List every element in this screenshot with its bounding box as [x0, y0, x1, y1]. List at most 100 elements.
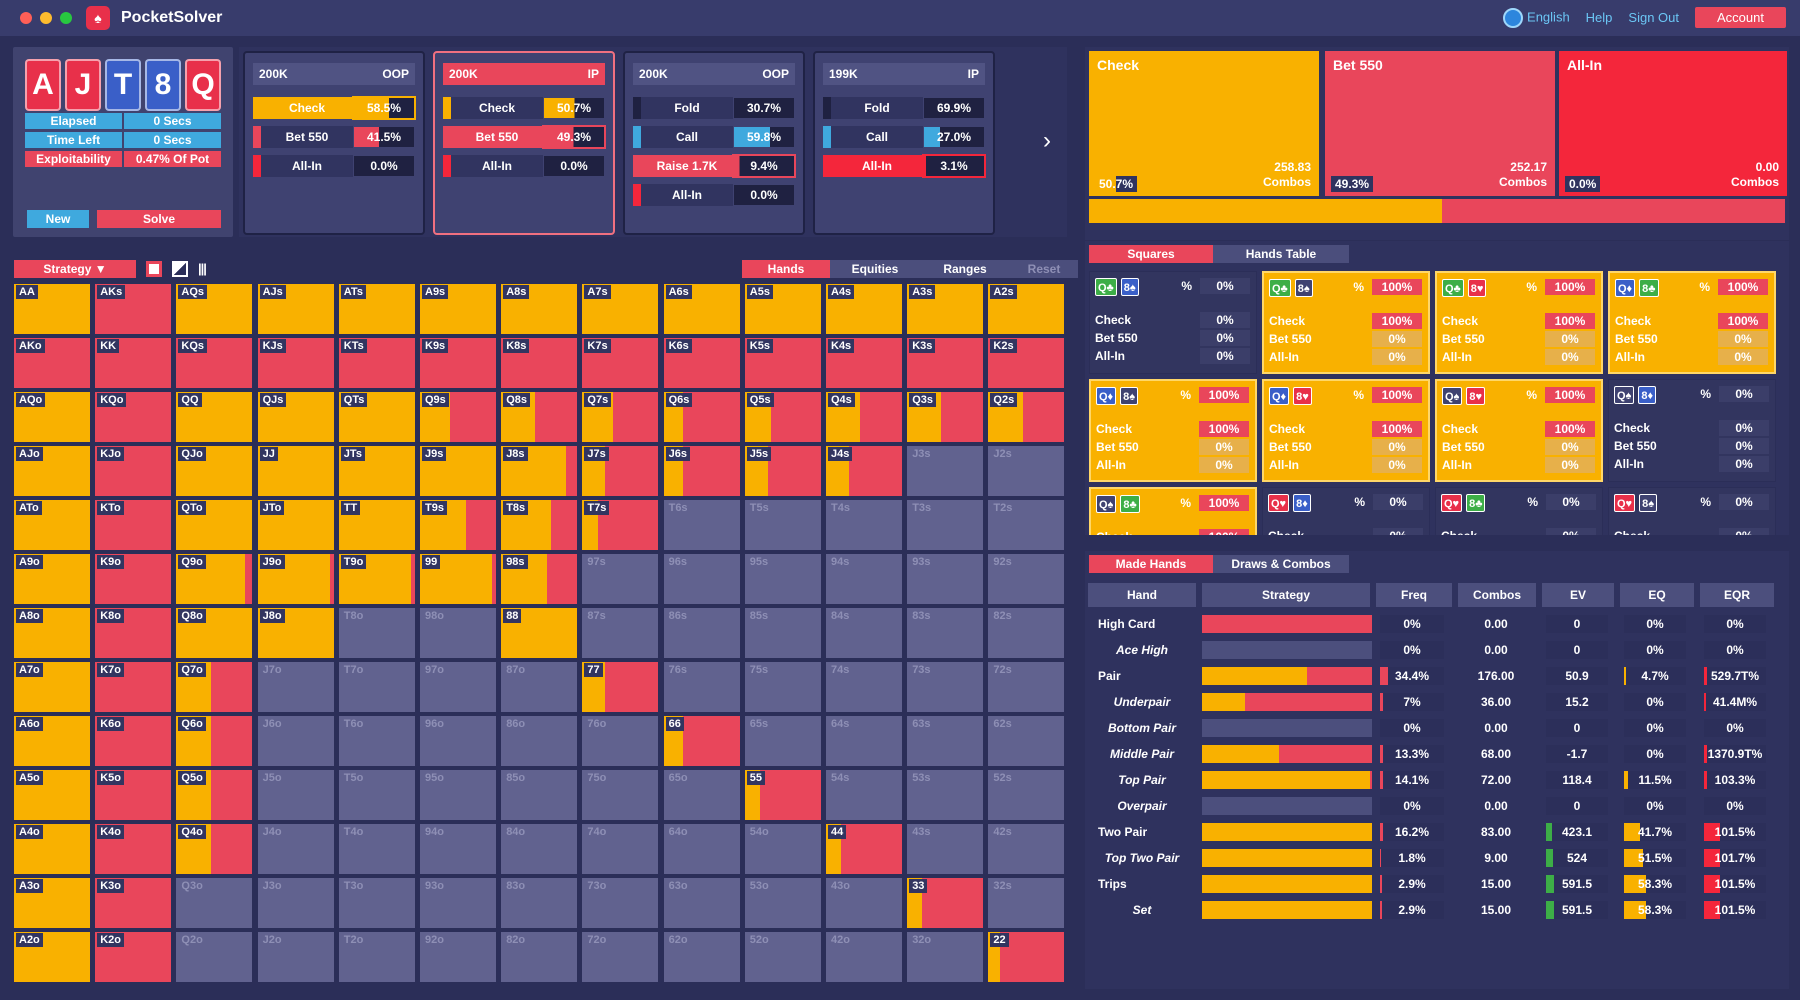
table-header-eq[interactable]: EQ	[1620, 583, 1694, 607]
account-button[interactable]: Account	[1695, 7, 1786, 28]
hand-cell-J8o[interactable]: J8o	[257, 608, 334, 658]
hand-cell-Q9s[interactable]: Q9s	[420, 392, 496, 442]
hand-cell-75s[interactable]: 75s	[744, 662, 821, 712]
action-row[interactable]: Fold 30.7%	[633, 97, 795, 119]
hand-cell-J3o[interactable]: J3o	[257, 878, 334, 928]
hand-cell-82o[interactable]: 82o	[501, 932, 578, 982]
table-header-freq[interactable]: Freq	[1376, 583, 1452, 607]
hand-cell-72o[interactable]: 72o	[582, 932, 659, 982]
table-row[interactable]: Bottom Pair 0% 0.00 0 0% 0%	[1088, 715, 1774, 741]
hand-cell-T3o[interactable]: T3o	[338, 878, 415, 928]
hand-cell-43o[interactable]: 43o	[826, 878, 902, 928]
hand-cell-52o[interactable]: 52o	[744, 932, 821, 982]
hand-cell-62o[interactable]: 62o	[663, 932, 740, 982]
tab-equities[interactable]: Equities	[830, 260, 920, 278]
hand-cell-J5o[interactable]: J5o	[257, 770, 334, 820]
hand-cell-44[interactable]: 44	[826, 824, 902, 874]
combo-square[interactable]: Q♣ 8♥% 100% Check 100% Bet 550 0% All-In 0%	[1435, 271, 1603, 374]
action-node[interactable]: 200K IP Check 50.7% Bet 550 49.3% All-In 0.0%	[433, 51, 615, 235]
hand-cell-A8s[interactable]: A8s	[501, 284, 578, 334]
tab-hands[interactable]: Hands	[742, 260, 830, 278]
hand-cell-T3s[interactable]: T3s	[907, 500, 984, 550]
single-view-icon[interactable]	[146, 261, 162, 277]
tab-hands-table[interactable]: Hands Table	[1213, 245, 1349, 263]
tab-squares[interactable]: Squares	[1089, 245, 1213, 263]
hand-cell-42o[interactable]: 42o	[826, 932, 902, 982]
hand-cell-Q2o[interactable]: Q2o	[176, 932, 253, 982]
table-header-ev[interactable]: EV	[1542, 583, 1614, 607]
hand-cell-65o[interactable]: 65o	[663, 770, 740, 820]
combo-square[interactable]: Q♦ 8♠% 100% Check 100% Bet 550 0% All-In 0%	[1089, 379, 1257, 482]
hand-cell-86o[interactable]: 86o	[501, 716, 578, 766]
hand-cell-64o[interactable]: 64o	[663, 824, 740, 874]
hand-cell-QTo[interactable]: QTo	[176, 500, 253, 550]
table-row[interactable]: Middle Pair 13.3% 68.00 -1.7 0% 1370.9T%	[1088, 741, 1774, 767]
hand-cell-K7o[interactable]: K7o	[95, 662, 172, 712]
table-row[interactable]: Set 2.9% 15.00 591.5 58.3% 101.5%	[1088, 897, 1774, 923]
table-row[interactable]: Top Two Pair 1.8% 9.00 524 51.5% 101.7%	[1088, 845, 1774, 871]
hand-cell-J3s[interactable]: J3s	[907, 446, 984, 496]
hand-cell-83s[interactable]: 83s	[907, 608, 984, 658]
hand-cell-J2o[interactable]: J2o	[257, 932, 334, 982]
hand-cell-98o[interactable]: 98o	[420, 608, 496, 658]
action-row[interactable]: Bet 550 41.5%	[253, 126, 415, 148]
hand-cell-93s[interactable]: 93s	[907, 554, 984, 604]
hand-cell-63o[interactable]: 63o	[663, 878, 740, 928]
action-row[interactable]: All-In 0.0%	[633, 184, 795, 206]
hand-cell-J4o[interactable]: J4o	[257, 824, 334, 874]
new-button[interactable]: New	[27, 210, 89, 228]
hand-cell-K7s[interactable]: K7s	[582, 338, 659, 388]
hand-cell-K5o[interactable]: K5o	[95, 770, 172, 820]
hand-cell-T9s[interactable]: T9s	[420, 500, 496, 550]
hand-cell-J8s[interactable]: J8s	[501, 446, 578, 496]
hand-cell-84s[interactable]: 84s	[826, 608, 902, 658]
hand-cell-T6s[interactable]: T6s	[663, 500, 740, 550]
table-header-eqr[interactable]: EQR	[1700, 583, 1774, 607]
hand-cell-ATs[interactable]: ATs	[338, 284, 415, 334]
hand-cell-A7s[interactable]: A7s	[582, 284, 659, 334]
hand-cell-98s[interactable]: 98s	[501, 554, 578, 604]
hand-cell-74s[interactable]: 74s	[826, 662, 902, 712]
hand-cell-J9s[interactable]: J9s	[420, 446, 496, 496]
hand-cell-73o[interactable]: 73o	[582, 878, 659, 928]
action-node[interactable]: 200K OOP Fold 30.7% Call 59.8% Raise 1.7K 9.4% A…	[623, 51, 805, 235]
summary-box-all-in[interactable]: All-In 0.00 Combos 0.0%	[1559, 51, 1787, 196]
hand-cell-A5o[interactable]: A5o	[14, 770, 90, 820]
hand-cell-T4o[interactable]: T4o	[338, 824, 415, 874]
hand-cell-95s[interactable]: 95s	[744, 554, 821, 604]
hand-cell-83o[interactable]: 83o	[501, 878, 578, 928]
tab-draws-combos[interactable]: Draws & Combos	[1213, 555, 1349, 573]
hand-cell-53o[interactable]: 53o	[744, 878, 821, 928]
hand-cell-K5s[interactable]: K5s	[744, 338, 821, 388]
hand-cell-42s[interactable]: 42s	[988, 824, 1065, 874]
hand-cell-A4s[interactable]: A4s	[826, 284, 902, 334]
hand-cell-96o[interactable]: 96o	[420, 716, 496, 766]
hand-cell-QJo[interactable]: QJo	[176, 446, 253, 496]
hand-cell-QJs[interactable]: QJs	[257, 392, 334, 442]
action-row[interactable]: Fold 69.9%	[823, 97, 985, 119]
hand-cell-K9o[interactable]: K9o	[95, 554, 172, 604]
hand-cell-KJs[interactable]: KJs	[257, 338, 334, 388]
hand-cell-K3s[interactable]: K3s	[907, 338, 984, 388]
hand-cell-JJ[interactable]: JJ	[257, 446, 334, 496]
action-row[interactable]: Bet 550 49.3%	[443, 125, 606, 149]
hand-cell-K8o[interactable]: K8o	[95, 608, 172, 658]
hand-cell-K2s[interactable]: K2s	[988, 338, 1065, 388]
hand-cell-T7o[interactable]: T7o	[338, 662, 415, 712]
hand-cell-88[interactable]: 88	[501, 608, 578, 658]
hand-cell-J7s[interactable]: J7s	[582, 446, 659, 496]
hand-cell-T7s[interactable]: T7s	[582, 500, 659, 550]
hand-cell-K4o[interactable]: K4o	[95, 824, 172, 874]
hand-cell-J5s[interactable]: J5s	[744, 446, 821, 496]
hand-cell-75o[interactable]: 75o	[582, 770, 659, 820]
hand-cell-J4s[interactable]: J4s	[826, 446, 902, 496]
close-window-button[interactable]	[20, 12, 32, 24]
summary-box-check[interactable]: Check 258.83 Combos 50.7%	[1089, 51, 1319, 196]
hand-cell-A5s[interactable]: A5s	[744, 284, 821, 334]
sign-out-link[interactable]: Sign Out	[1628, 10, 1680, 25]
reset-button[interactable]: Reset	[1010, 260, 1078, 278]
table-header-hand[interactable]: Hand	[1088, 583, 1196, 607]
hand-cell-77[interactable]: 77	[582, 662, 659, 712]
action-row[interactable]: All-In 0.0%	[443, 155, 605, 177]
